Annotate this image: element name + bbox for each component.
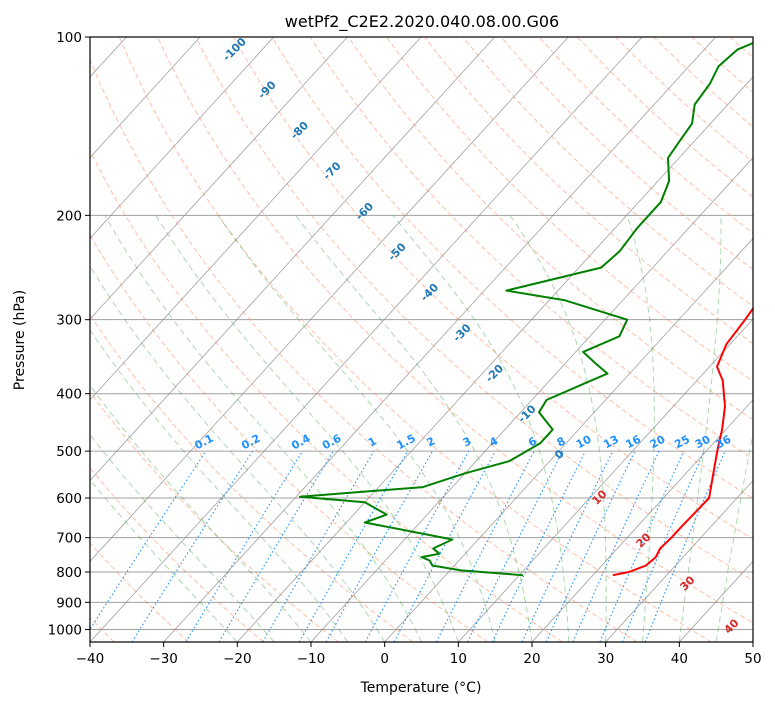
mixing-ratio-label: 36 [714,433,734,452]
mixing-ratio-label: 25 [672,433,692,452]
y-tick-label: 100 [56,30,82,46]
mixing-ratio-line [185,450,304,642]
y-tick-label: 300 [56,313,82,329]
profile-lines [298,41,753,577]
y-tick-label: 700 [56,531,82,547]
isotherm-line [90,37,201,159]
y-tick-label: 600 [56,491,82,507]
dry-adiabat-line [90,149,563,642]
y-tick-label: 900 [56,595,82,611]
chart-title: wetPf2_C2E2.2020.040.08.00.G06 [285,12,559,32]
isotherm-line [163,37,717,642]
x-tick-label: −20 [223,651,252,667]
mixing-ratio-line [325,450,433,642]
plot-area [90,37,753,642]
moist-adiabat-line [90,329,349,642]
moist-adiabat-line [626,215,655,642]
moist-adiabat-line [678,215,722,642]
isotherm-line [90,37,422,401]
mixing-ratio-line [364,450,470,642]
mixing-ratio-line [572,450,660,642]
y-tick-label: 1000 [48,622,82,638]
dry-adiabat-line [309,37,753,460]
x-axis: −40 −30 −20 −10 0 10 20 30 40 50 [76,642,762,667]
isotherm-line [90,37,496,482]
isotherm-line [458,318,753,642]
temperature-line [612,306,753,577]
mixing-ratio-label: 13 [601,433,621,452]
moist-adiabat-line [155,215,459,642]
y-tick-label: 400 [56,387,82,403]
mixing-ratio-label: 16 [623,433,643,452]
dry-adiabat-line [271,37,753,500]
isobar-grid [90,37,753,630]
mixing-ratio-line [131,450,254,642]
mixing-ratio-label: 20 [648,432,668,451]
isotherm-line [90,37,569,562]
x-tick-label: 50 [744,651,761,667]
mixing-ratio-line [599,450,685,642]
x-tick-label: 0 [380,651,389,667]
x-tick-label: −40 [76,651,105,667]
dry-adiabat-line [233,37,753,540]
x-axis-label: Temperature (°C) [360,680,482,696]
moist-adiabat-line [90,479,238,642]
isotherm-line [90,37,275,239]
dry-adiabat-line [157,37,753,624]
moist-adiabat-line [715,430,753,642]
x-tick-label: 30 [597,651,614,667]
plot-frame [89,36,754,643]
isotherm-line [237,76,753,642]
mixing-ratio-line [644,450,726,642]
moist-adiabat-line [392,214,570,642]
y-axis-label: Pressure (hPa) [12,290,28,390]
x-tick-label: 10 [450,651,467,667]
y-axis: 100 200 300 400 500 600 700 800 900 1000 [48,30,90,638]
dry-adiabat-line [424,37,753,344]
moist-adiabat-line [90,264,386,642]
dry-adiabat-line [90,313,414,642]
isotherm-line [605,479,753,642]
x-tick-label: 20 [523,651,540,667]
moist-adiabat-line [217,215,496,642]
moist-adiabat-line [90,433,275,642]
isotherm-line [90,37,643,642]
x-tick-label: 40 [671,651,688,667]
moist-adiabat-line [104,215,422,642]
dry-adiabat-line [118,37,712,642]
y-tick-label: 800 [56,565,82,581]
mixing-ratio-label: 10 [574,432,594,451]
mixing-ratio-line [90,450,207,631]
isotherm-line [90,37,348,320]
dry-adiabat-line [195,37,753,582]
y-tick-label: 500 [56,444,82,460]
isotherm-grid [90,37,753,642]
mixing-ratio-line [621,450,705,642]
isotherm-line [531,399,753,642]
mixing-ratio-line [393,450,496,642]
x-tick-label: −10 [297,651,326,667]
dewpoint-line [298,41,753,577]
x-tick-label: −30 [149,651,178,667]
moist-adiabats [90,214,753,642]
mixing-ratio-line [467,450,564,642]
isotherm-line [384,237,753,642]
mixing-ratio-label: 30 [693,433,713,452]
dry-adiabat-line [386,37,753,382]
y-tick-label: 200 [56,208,82,224]
mixing-ratio-lines [90,450,726,642]
moist-adiabat-line [509,215,607,642]
